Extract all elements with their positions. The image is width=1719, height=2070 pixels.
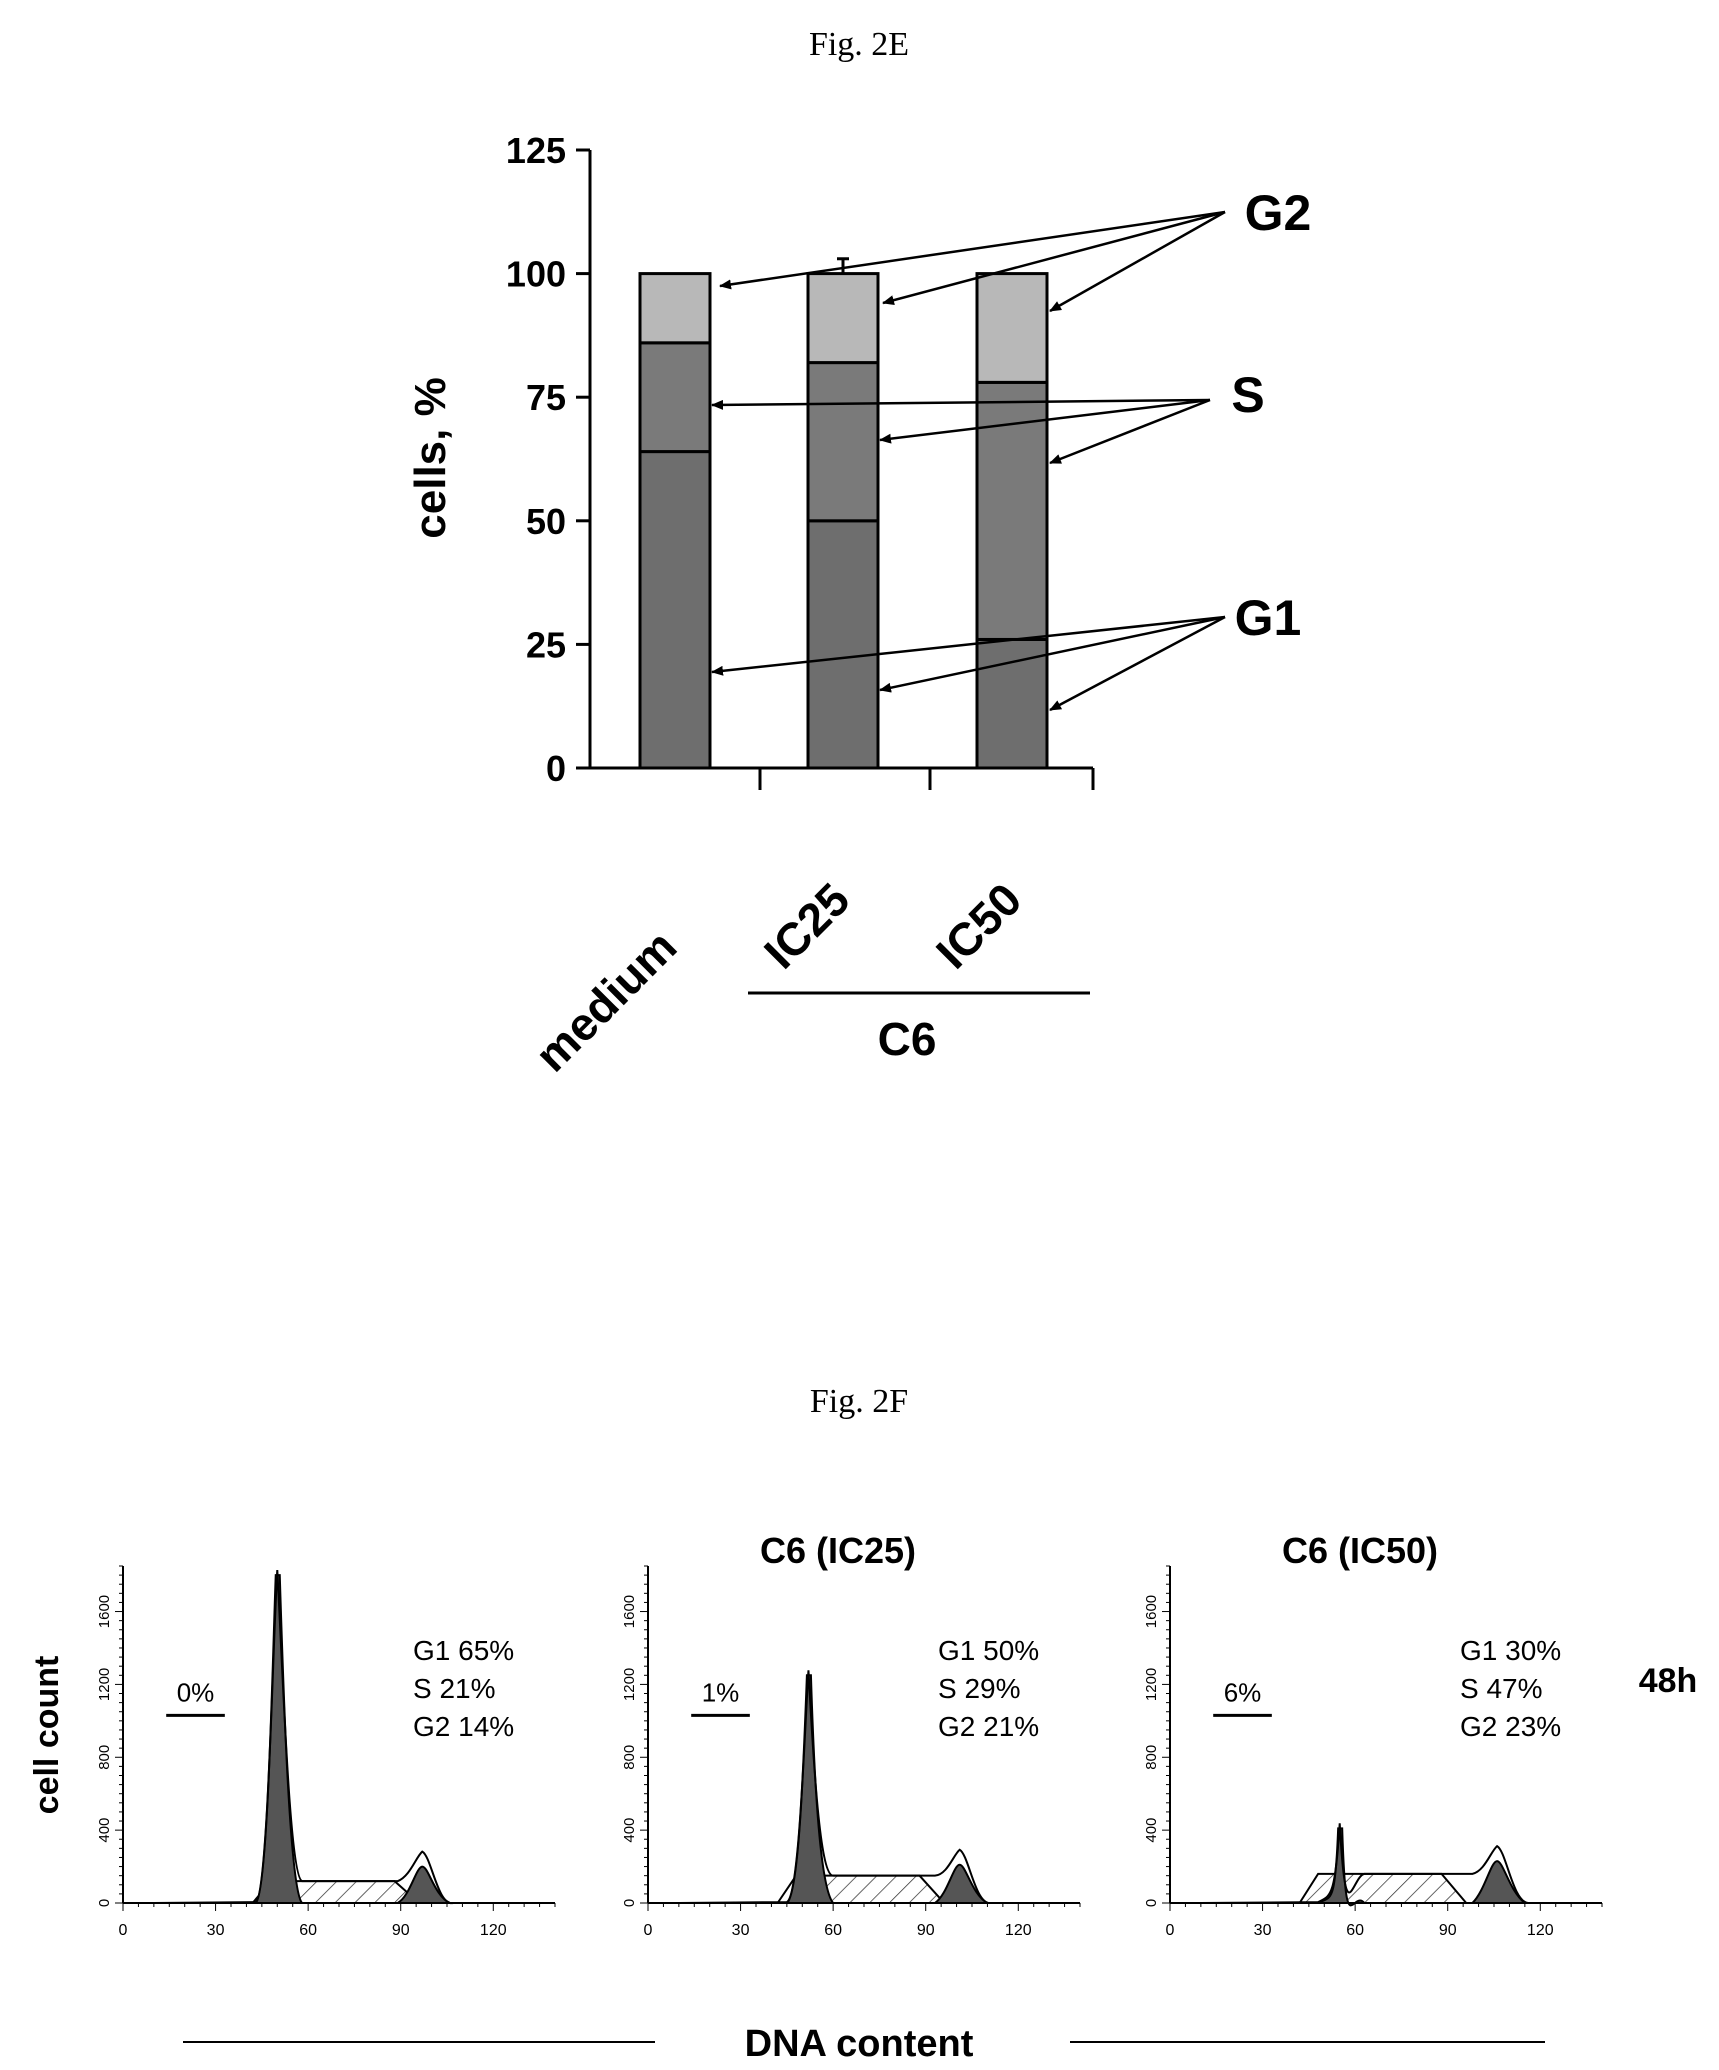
bar-segment-s	[806, 361, 880, 523]
category-label: IC25	[754, 873, 859, 978]
hist-g2-peak	[931, 1863, 988, 1904]
subplot-title: C6 (IC25)	[760, 1530, 916, 1571]
bar-segment-g1	[806, 519, 880, 770]
hist-y-tick-label: 0	[96, 1899, 113, 1907]
y-tick-label: 50	[526, 501, 566, 542]
phase-percentage: G2 23%	[1460, 1711, 1561, 1742]
stacked-bar-chart: cells, % C6 0 25 50 75 100 125 medium IC25 IC50 G…	[406, 130, 1311, 1081]
hist-x-tick-label: 120	[480, 1922, 507, 1939]
phase-percentage: G1 65%	[413, 1635, 514, 1666]
y-tick-label: 0	[546, 748, 566, 789]
hist-g2-peak	[1469, 1860, 1528, 1904]
subplot-title: C6 (IC50)	[1282, 1530, 1438, 1571]
hist-x-tick-label: 30	[207, 1922, 225, 1939]
annotation-arrow	[879, 615, 1226, 693]
hist-y-tick-label: 800	[96, 1745, 113, 1770]
hist-envelope	[153, 1570, 525, 1905]
hist-x-tick-label: 90	[917, 1922, 935, 1939]
hist-x-tick-label: 30	[732, 1922, 750, 1939]
subg1-label: 6%	[1224, 1677, 1262, 1707]
time-label: 48h	[1639, 1662, 1698, 1700]
subg1-label: 1%	[702, 1677, 740, 1707]
hist-y-tick-label: 1200	[96, 1668, 113, 1701]
hist-x-tick-label: 60	[299, 1922, 317, 1939]
hist-x-tick-label: 90	[1439, 1922, 1457, 1939]
hist-x-tick-label: 90	[392, 1922, 410, 1939]
hist-x-tick-label: 120	[1527, 1922, 1554, 1939]
annotation-arrow	[1049, 398, 1211, 465]
annotation-arrow	[1049, 210, 1226, 313]
hist-x-tick-label: 0	[1166, 1922, 1175, 1939]
phase-percentage: S 29%	[938, 1673, 1021, 1704]
hist-y-tick-label: 0	[621, 1899, 638, 1907]
dna-content-label: DNA content	[745, 2023, 974, 2065]
annotation-label-s: S	[1231, 367, 1264, 423]
category-label: medium	[525, 920, 686, 1081]
hist-x-tick-label: 30	[1254, 1922, 1272, 1939]
bar-segment-g1	[638, 450, 712, 770]
cell-count-label: cell count	[28, 1656, 66, 1815]
annotation-arrow	[882, 210, 1226, 306]
hist-envelope	[678, 1670, 1050, 1904]
y-tick-label: 25	[526, 624, 566, 665]
annotation-label-g2: G2	[1245, 185, 1312, 241]
bar-segment-s	[638, 341, 712, 454]
phase-percentage: S 21%	[413, 1673, 496, 1704]
fig-f-title: Fig. 2F	[810, 1383, 908, 1420]
phase-percentage: S 47%	[1460, 1673, 1543, 1704]
group-label: C6	[878, 1013, 937, 1065]
hist-x-tick-label: 120	[1005, 1922, 1032, 1939]
hist-y-tick-label: 1600	[621, 1595, 638, 1628]
y-tick-label: 125	[506, 130, 566, 171]
histogram-panels: cell count 48h DNA content 0 30 60 90 120040…	[28, 1530, 1697, 2065]
phase-percentage: G2 14%	[413, 1711, 514, 1742]
hist-y-tick-label: 800	[1143, 1745, 1160, 1770]
annotation-arrow	[1049, 615, 1226, 712]
hist-x-tick-label: 0	[119, 1922, 128, 1939]
hist-envelope	[1200, 1823, 1572, 1904]
bar-segment-g2	[638, 272, 712, 345]
annotation-arrow	[879, 398, 1211, 444]
y-tick-label: 100	[506, 254, 566, 295]
bar-segment-g1	[975, 637, 1049, 770]
phase-percentage: G1 50%	[938, 1635, 1039, 1666]
annotation-arrow	[711, 615, 1226, 676]
phase-percentage: G1 30%	[1460, 1635, 1561, 1666]
hist-y-tick-label: 1200	[1143, 1668, 1160, 1701]
phase-percentage: G2 21%	[938, 1711, 1039, 1742]
annotation-arrow	[711, 398, 1211, 410]
fig-e-title: Fig. 2E	[809, 26, 909, 63]
hist-x-tick-label: 0	[644, 1922, 653, 1939]
hist-y-tick-label: 400	[1143, 1818, 1160, 1843]
annotation-arrow	[719, 210, 1226, 290]
hist-y-tick-label: 1200	[621, 1668, 638, 1701]
hist-x-tick-label: 60	[824, 1922, 842, 1939]
hist-y-tick-label: 0	[1143, 1899, 1160, 1907]
hist-y-tick-label: 1600	[1143, 1595, 1160, 1628]
bar-segment-g2	[806, 272, 880, 365]
y-axis-label: cells, %	[406, 377, 455, 538]
category-label: IC50	[926, 873, 1031, 978]
annotation-label-g1: G1	[1235, 590, 1302, 646]
bar-segment-g2	[975, 272, 1049, 384]
hist-y-tick-label: 800	[621, 1745, 638, 1770]
hist-y-tick-label: 400	[621, 1818, 638, 1843]
hist-x-tick-label: 60	[1346, 1922, 1364, 1939]
hist-y-tick-label: 1600	[96, 1595, 113, 1628]
subg1-label: 0%	[177, 1677, 215, 1707]
y-tick-label: 75	[526, 377, 566, 418]
hist-g1-peak	[1314, 1827, 1367, 1907]
hist-y-tick-label: 400	[96, 1818, 113, 1843]
